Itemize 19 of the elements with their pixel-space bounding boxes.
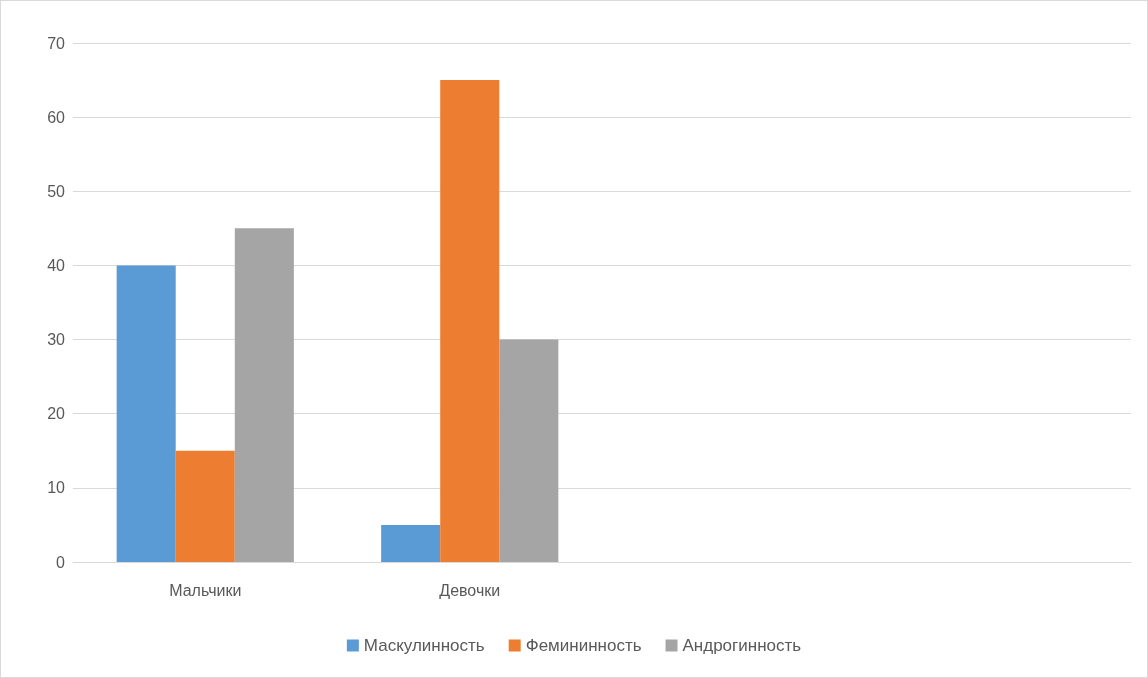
x-tick-label: Мальчики — [169, 581, 242, 599]
bar — [499, 339, 559, 562]
y-tick-label: 10 — [47, 479, 66, 497]
y-tick-label: 60 — [47, 108, 66, 126]
bar — [234, 228, 294, 562]
y-tick-label: 30 — [47, 331, 66, 349]
bar — [175, 450, 235, 562]
x-tick-label: Девочки — [439, 581, 501, 599]
bar — [440, 80, 500, 562]
bar — [116, 265, 176, 562]
legend-label: Маскулинность — [363, 636, 485, 655]
bar — [381, 524, 441, 562]
legend-label: Фемининность — [525, 636, 642, 655]
y-tick-label: 70 — [47, 34, 66, 52]
legend-label: Андрогинность — [682, 636, 802, 655]
y-tick-label: 50 — [47, 182, 66, 200]
y-tick-label: 0 — [56, 553, 66, 571]
y-tick-label: 20 — [47, 405, 66, 423]
y-tick-label: 40 — [47, 256, 66, 274]
